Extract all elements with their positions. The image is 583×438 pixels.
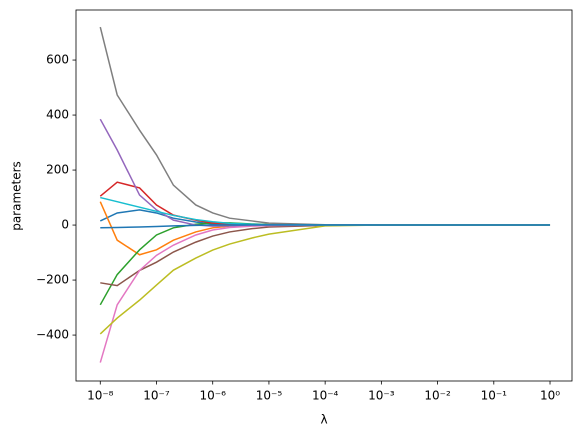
y-tick-label: −400 [36,328,69,342]
x-tick-label: 10⁰ [540,389,560,403]
x-tick-label: 10⁻⁴ [312,389,339,403]
series-line [99,201,551,256]
x-tick-label: 10⁻⁵ [256,389,283,403]
y-tick-label: 600 [46,53,69,67]
series-line [100,224,551,287]
x-tick-label: 10⁻⁶ [200,389,227,403]
plot-frame [75,9,573,382]
series-line [99,26,551,226]
series-line [100,224,551,229]
x-tick-label: 10⁻² [424,389,451,403]
series-line [99,224,551,363]
series-line [99,222,551,306]
y-tick-label: −200 [36,273,69,287]
series-line [99,224,551,335]
y-tick-label: 0 [61,218,69,232]
x-tick-label: 10⁻⁷ [143,389,170,403]
y-tick-label: 400 [46,108,69,122]
y-tick-label: 200 [46,163,69,177]
series-line [99,181,551,226]
y-axis-label: parameters [10,161,24,231]
series-line [99,118,551,227]
x-tick-label: 10⁻⁸ [87,389,114,403]
x-tick-label: 10⁻¹ [481,389,508,403]
x-tick-label: 10⁻³ [368,389,395,403]
x-axis-label: λ [320,413,327,427]
